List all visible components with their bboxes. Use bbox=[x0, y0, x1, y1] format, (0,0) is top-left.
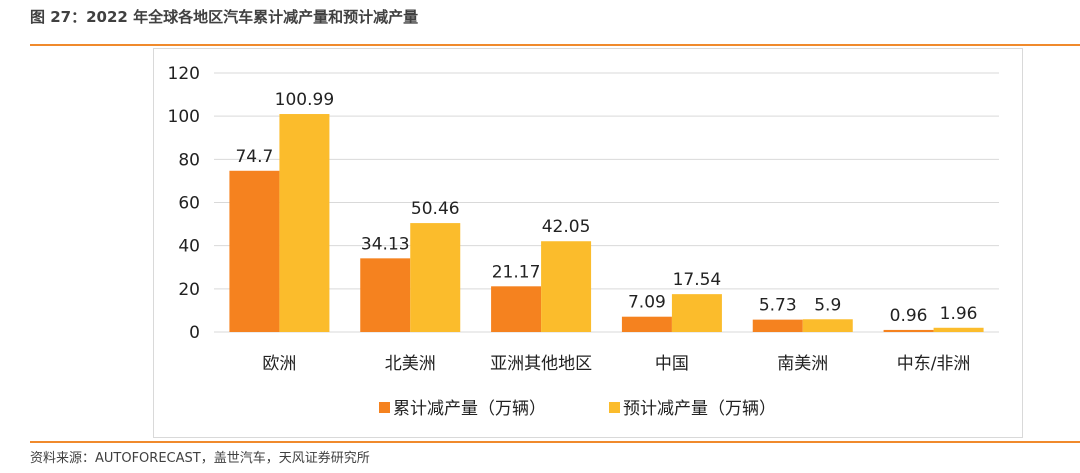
bar-series-2 bbox=[279, 114, 330, 333]
y-tick-label: 20 bbox=[178, 280, 200, 300]
data-label: 5.73 bbox=[759, 296, 797, 316]
source-note: 资料来源：AUTOFORECAST，盖世汽车，天风证券研究所 bbox=[30, 451, 370, 466]
y-tick-label: 100 bbox=[168, 107, 200, 127]
gridlines bbox=[214, 72, 999, 333]
footer-rule bbox=[30, 441, 1080, 443]
bar-series-2 bbox=[410, 223, 461, 332]
header-rule bbox=[30, 44, 1080, 46]
bar-series-1 bbox=[621, 316, 672, 332]
data-label: 74.7 bbox=[235, 147, 273, 167]
data-label: 7.09 bbox=[628, 293, 666, 313]
data-label: 100.99 bbox=[275, 90, 334, 110]
bars bbox=[229, 114, 984, 333]
bar-series-1 bbox=[360, 258, 411, 332]
y-tick-label: 80 bbox=[178, 150, 200, 170]
bar-series-2 bbox=[541, 241, 592, 332]
legend-swatch bbox=[379, 402, 390, 413]
data-label: 17.54 bbox=[673, 270, 722, 290]
bar-series-1 bbox=[491, 286, 542, 332]
data-label: 34.13 bbox=[361, 234, 410, 254]
bar-series-1 bbox=[752, 319, 803, 332]
y-tick-label: 120 bbox=[168, 64, 200, 84]
x-category-label: 欧洲 bbox=[262, 354, 296, 374]
figure-title: 图 27：2022 年全球各地区汽车累计减产量和预计减产量 bbox=[30, 8, 419, 26]
data-label: 0.96 bbox=[890, 306, 928, 326]
data-label: 42.05 bbox=[542, 217, 591, 237]
x-category-label: 亚洲其他地区 bbox=[490, 354, 592, 374]
x-category-label: 南美洲 bbox=[777, 354, 828, 374]
x-category-label: 中东/非洲 bbox=[897, 354, 971, 374]
y-axis-ticks: 0 20 40 60 80 100 120 bbox=[168, 64, 200, 343]
bar-series-2 bbox=[933, 327, 984, 332]
x-axis-categories: 欧洲 北美洲 亚洲其他地区 中国 南美洲 中东/非洲 bbox=[262, 354, 970, 374]
y-tick-label: 0 bbox=[189, 323, 200, 343]
chart-frame: 0 20 40 60 80 100 120 74.7 100.99 34.13 50.46 21.1… bbox=[153, 48, 1023, 438]
y-tick-label: 60 bbox=[178, 194, 200, 214]
data-label: 5.9 bbox=[814, 295, 841, 315]
legend-label: 累计减产量（万辆） bbox=[393, 399, 546, 419]
bar-series-1 bbox=[883, 329, 934, 332]
bar-series-1 bbox=[229, 170, 280, 332]
legend-swatch bbox=[609, 402, 620, 413]
x-category-label: 北美洲 bbox=[385, 354, 436, 374]
data-label: 50.46 bbox=[411, 199, 460, 219]
x-category-label: 中国 bbox=[655, 354, 689, 374]
legend: 累计减产量（万辆） 预计减产量（万辆） bbox=[379, 399, 776, 419]
bar-series-2 bbox=[671, 294, 722, 332]
data-label: 1.96 bbox=[940, 304, 978, 324]
bar-series-2 bbox=[802, 319, 853, 332]
y-tick-label: 40 bbox=[178, 237, 200, 257]
legend-label: 预计减产量（万辆） bbox=[623, 399, 776, 419]
data-label: 21.17 bbox=[492, 262, 541, 282]
